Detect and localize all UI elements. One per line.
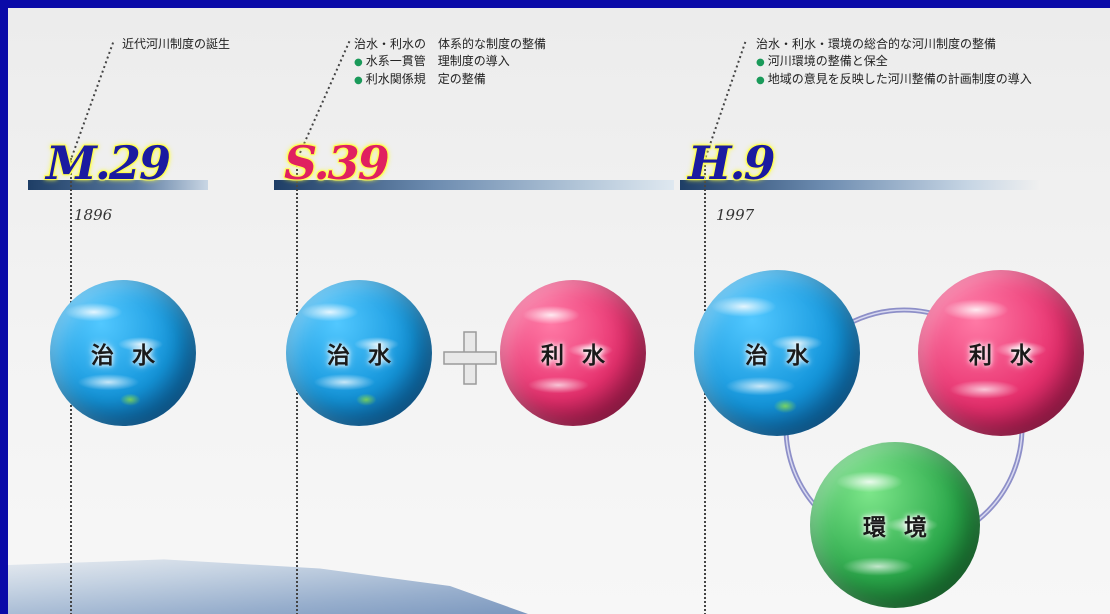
note-heisei-bullet-text: 河川環境の整備と保全: [767, 54, 888, 68]
era-label-showa: S.39: [284, 136, 390, 190]
bullet-icon: ●: [756, 57, 765, 68]
note-heisei-bullet: ● 地域の意見を反映した河川整備の計画制度の導入: [756, 71, 1032, 89]
note-meiji: 近代河川制度の誕生: [122, 37, 231, 51]
note-showa-heading: 治水・利水の 体系的な制度の整備: [354, 37, 547, 51]
note-heisei-heading: 治水・利水・環境の総合的な河川制度の整備: [756, 37, 997, 51]
sphere-kankyo-heisei: 環境: [810, 442, 980, 608]
diagram-panel: M.29 1896 S.39 H.9 1997 近代河川制度の誕生 治水・利水の…: [8, 8, 1110, 614]
sphere-chisui-showa: 治水: [286, 280, 432, 426]
sphere-risui-showa: 利水: [500, 280, 646, 426]
bullet-icon: ●: [354, 75, 363, 86]
water-illustration: [8, 559, 528, 614]
bullet-icon: ●: [756, 75, 765, 86]
plus-icon: [443, 331, 497, 385]
note-showa-bullet: ● 水系一貫管 理制度の導入: [354, 53, 546, 71]
sphere-chisui-heisei: 治水: [694, 270, 860, 436]
sphere-label: 利水: [969, 342, 1051, 369]
timeline-bar-meiji: [28, 180, 208, 190]
sphere-label: 治水: [327, 342, 409, 369]
sphere-label: 治水: [745, 342, 827, 369]
sphere-label: 利水: [541, 342, 623, 369]
note-showa: 治水・利水の 体系的な制度の整備 ● 水系一貫管 理制度の導入 ● 利水関係規 定の…: [354, 36, 546, 89]
year-label-meiji: 1896: [74, 206, 113, 224]
era-label-heisei: H.9: [688, 136, 775, 190]
note-showa-bullet-text: 水系一貫管 理制度の導入: [365, 54, 510, 68]
note-heisei-bullet: ● 河川環境の整備と保全: [756, 53, 1032, 71]
sphere-risui-heisei: 利水: [918, 270, 1084, 436]
sphere-chisui-meiji: 治水: [50, 280, 196, 426]
era-label-meiji: M.29: [46, 136, 171, 190]
note-showa-bullet-text: 利水関係規 定の整備: [365, 72, 486, 86]
timeline-bar-showa: [274, 180, 674, 190]
year-label-heisei: 1997: [716, 206, 755, 224]
note-showa-bullet: ● 利水関係規 定の整備: [354, 71, 546, 89]
bullet-icon: ●: [354, 57, 363, 68]
leader-line-meiji-top: [69, 39, 115, 163]
sphere-label: 治水: [91, 342, 173, 369]
note-heisei-bullet-text: 地域の意見を反映した河川整備の計画制度の導入: [767, 72, 1032, 86]
leader-line-heisei-top: [703, 39, 747, 163]
leader-line-showa-top: [295, 39, 351, 163]
sphere-label: 環境: [863, 514, 945, 541]
note-heisei: 治水・利水・環境の総合的な河川制度の整備 ● 河川環境の整備と保全 ● 地域の意見を…: [756, 36, 1032, 89]
timeline-bar-heisei: [680, 180, 1040, 190]
